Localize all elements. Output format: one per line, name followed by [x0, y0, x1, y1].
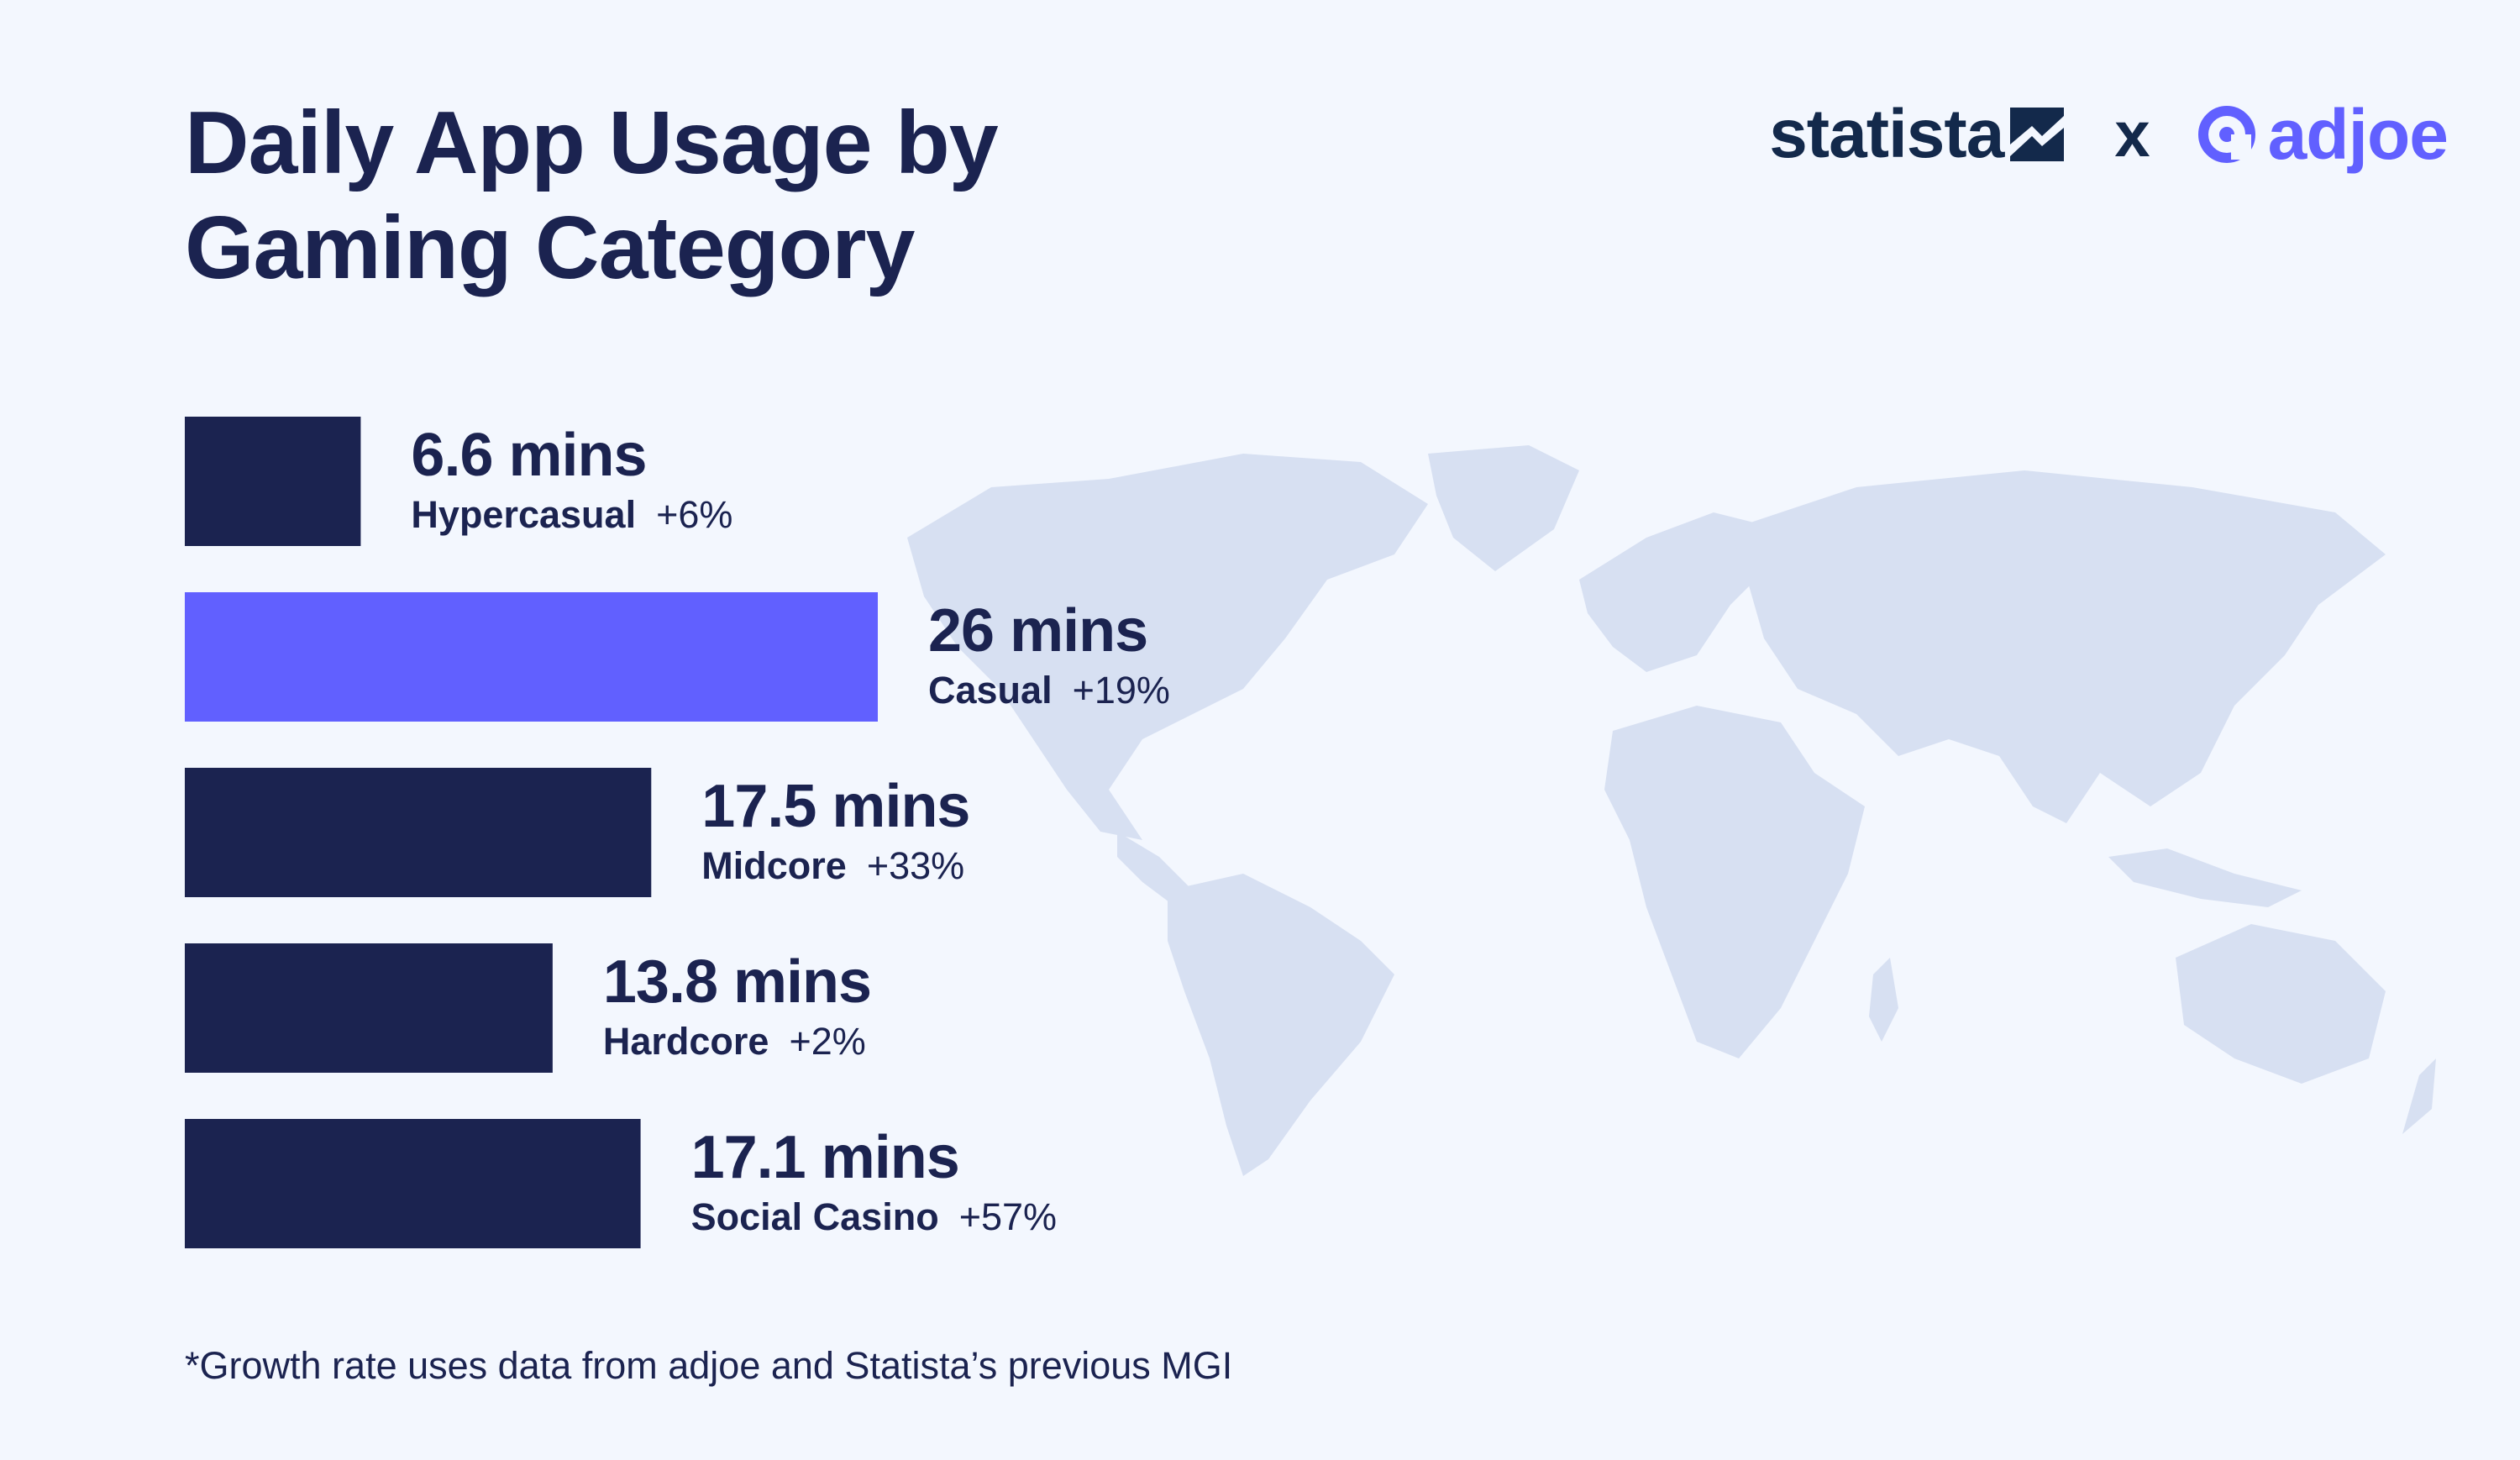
category-label: Casual [928, 669, 1053, 712]
growth-label: +33% [867, 844, 964, 887]
category-label: Hardcore [603, 1020, 769, 1063]
bar-hypercasual [185, 417, 361, 546]
footnote: *Growth rate uses data from adjoe and St… [185, 1344, 1233, 1387]
world-map-background [907, 445, 2436, 1176]
value-label: 17.1 mins [691, 1124, 959, 1191]
growth-label: +57% [959, 1195, 1057, 1238]
value-label: 17.5 mins [701, 773, 969, 840]
bar-midcore [185, 768, 652, 897]
growth-label: +19% [1073, 669, 1170, 712]
adjoe-logo-icon [2197, 106, 2255, 163]
value-label: 6.6 mins [411, 422, 646, 489]
statista-logo-text: statista [1769, 96, 2004, 172]
chart-title-line-1: Daily App Usage by [185, 93, 999, 192]
partner-logos: statista x adjoe [1769, 92, 2449, 176]
statista-logo-icon [2010, 108, 2065, 161]
bar-casual [185, 592, 878, 722]
growth-label: +2% [789, 1020, 865, 1063]
logo-separator: x [2114, 98, 2150, 171]
category-label: Social Casino [691, 1195, 939, 1238]
category-label: Midcore [701, 844, 847, 887]
bar-social-casino [185, 1119, 641, 1248]
chart-title: Daily App Usage by Gaming Category [185, 91, 999, 301]
category-label: Hypercasual [411, 493, 636, 536]
bar-hardcore [185, 943, 553, 1073]
chart-title-line-2: Gaming Category [185, 198, 916, 297]
adjoe-logo-text: adjoe [2267, 94, 2449, 174]
value-label: 26 mins [928, 597, 1147, 664]
growth-label: +6% [656, 493, 732, 536]
value-label: 13.8 mins [603, 948, 871, 1016]
